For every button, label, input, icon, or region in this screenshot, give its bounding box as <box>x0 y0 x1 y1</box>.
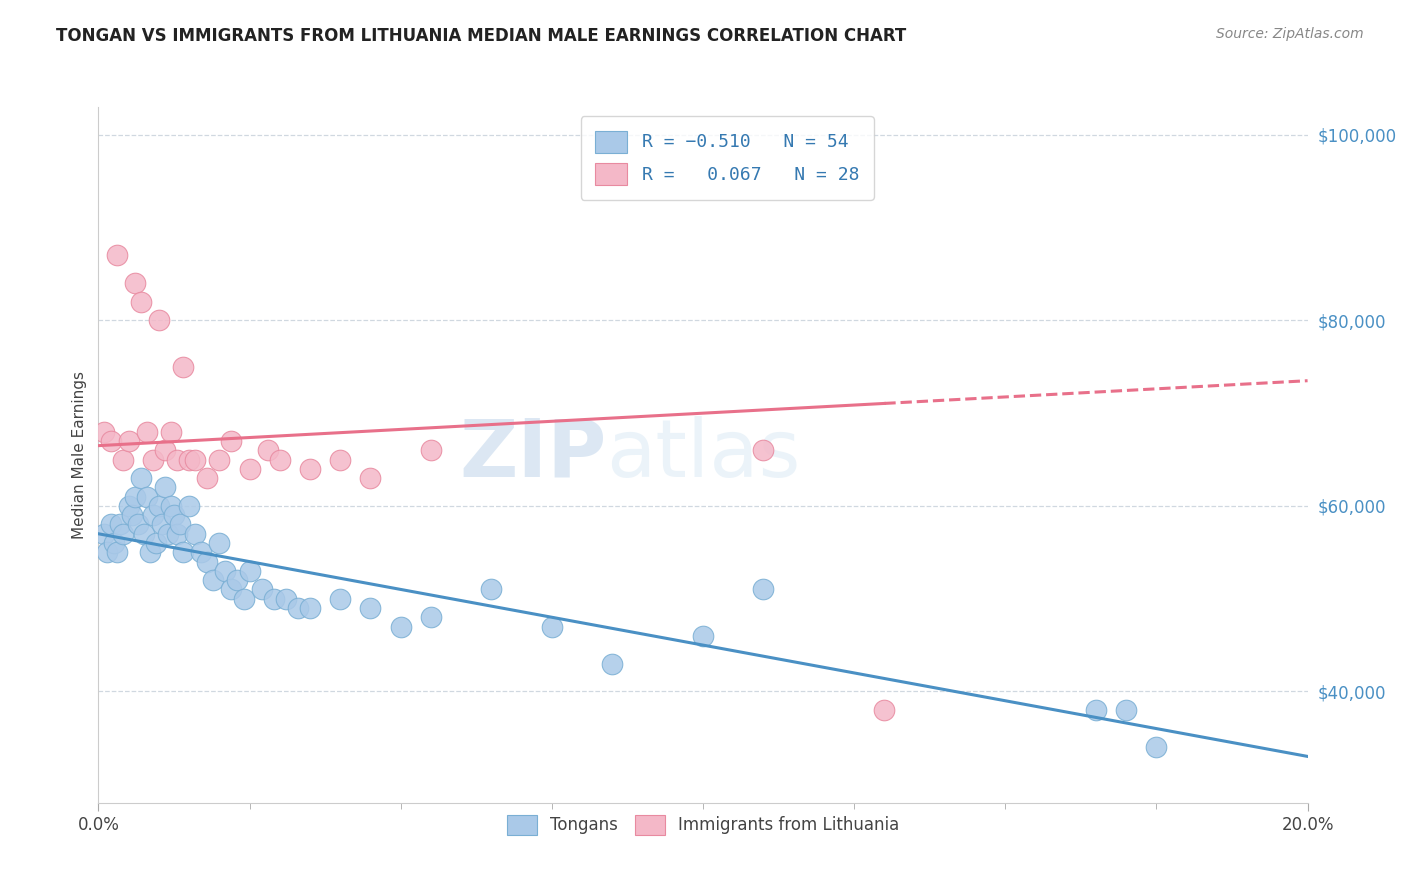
Point <box>752 582 775 597</box>
Point <box>163 508 186 523</box>
Point <box>156 526 179 541</box>
Point <box>299 462 322 476</box>
Point <box>214 564 236 578</box>
Point <box>481 582 503 597</box>
Point <box>239 462 262 476</box>
Text: Source: ZipAtlas.com: Source: ZipAtlas.com <box>1216 27 1364 41</box>
Point <box>239 564 262 578</box>
Point <box>256 443 278 458</box>
Point <box>602 657 624 671</box>
Point <box>269 452 291 467</box>
Point <box>135 490 157 504</box>
Point <box>121 508 143 523</box>
Point <box>329 452 352 467</box>
Point <box>160 425 183 439</box>
Point <box>232 591 254 606</box>
Point <box>105 248 128 262</box>
Point <box>96 545 118 559</box>
Point <box>287 601 309 615</box>
Point <box>129 294 152 309</box>
Point <box>142 508 165 523</box>
Point <box>195 471 218 485</box>
Point <box>752 443 775 458</box>
Point <box>93 425 115 439</box>
Point <box>93 526 115 541</box>
Point <box>184 526 207 541</box>
Point <box>135 425 157 439</box>
Point <box>540 619 562 633</box>
Point <box>108 517 131 532</box>
Point <box>208 536 231 550</box>
Point <box>118 499 141 513</box>
Point <box>118 434 141 448</box>
Point <box>274 591 297 606</box>
Point <box>145 536 167 550</box>
Point <box>329 591 352 606</box>
Point <box>127 517 149 532</box>
Point <box>1085 703 1108 717</box>
Point <box>1146 740 1168 755</box>
Point <box>692 629 714 643</box>
Legend: Tongans, Immigrants from Lithuania: Tongans, Immigrants from Lithuania <box>499 806 907 843</box>
Point <box>172 545 194 559</box>
Point <box>179 452 201 467</box>
Point <box>132 526 155 541</box>
Point <box>148 313 170 327</box>
Point <box>250 582 273 597</box>
Point <box>153 443 176 458</box>
Y-axis label: Median Male Earnings: Median Male Earnings <box>72 371 87 539</box>
Point <box>103 536 125 550</box>
Point <box>873 703 896 717</box>
Point <box>142 452 165 467</box>
Text: TONGAN VS IMMIGRANTS FROM LITHUANIA MEDIAN MALE EARNINGS CORRELATION CHART: TONGAN VS IMMIGRANTS FROM LITHUANIA MEDI… <box>56 27 907 45</box>
Point <box>360 601 382 615</box>
Point <box>150 517 173 532</box>
Point <box>172 359 194 374</box>
Point <box>195 555 218 569</box>
Point <box>420 443 443 458</box>
Point <box>111 452 134 467</box>
Point <box>190 545 212 559</box>
Point <box>139 545 162 559</box>
Point <box>111 526 134 541</box>
Point <box>221 434 243 448</box>
Point <box>420 610 443 624</box>
Point <box>100 434 122 448</box>
Point <box>208 452 231 467</box>
Point <box>166 452 188 467</box>
Point <box>263 591 285 606</box>
Text: atlas: atlas <box>606 416 800 494</box>
Point <box>153 480 176 494</box>
Point <box>202 573 225 587</box>
Point <box>226 573 249 587</box>
Point <box>221 582 243 597</box>
Point <box>299 601 322 615</box>
Point <box>148 499 170 513</box>
Point <box>105 545 128 559</box>
Point <box>389 619 412 633</box>
Point <box>1115 703 1137 717</box>
Point <box>179 499 201 513</box>
Point <box>169 517 191 532</box>
Point <box>129 471 152 485</box>
Point <box>124 490 146 504</box>
Point <box>124 277 146 291</box>
Point <box>166 526 188 541</box>
Point <box>184 452 207 467</box>
Text: ZIP: ZIP <box>458 416 606 494</box>
Point <box>160 499 183 513</box>
Point <box>360 471 382 485</box>
Point <box>100 517 122 532</box>
